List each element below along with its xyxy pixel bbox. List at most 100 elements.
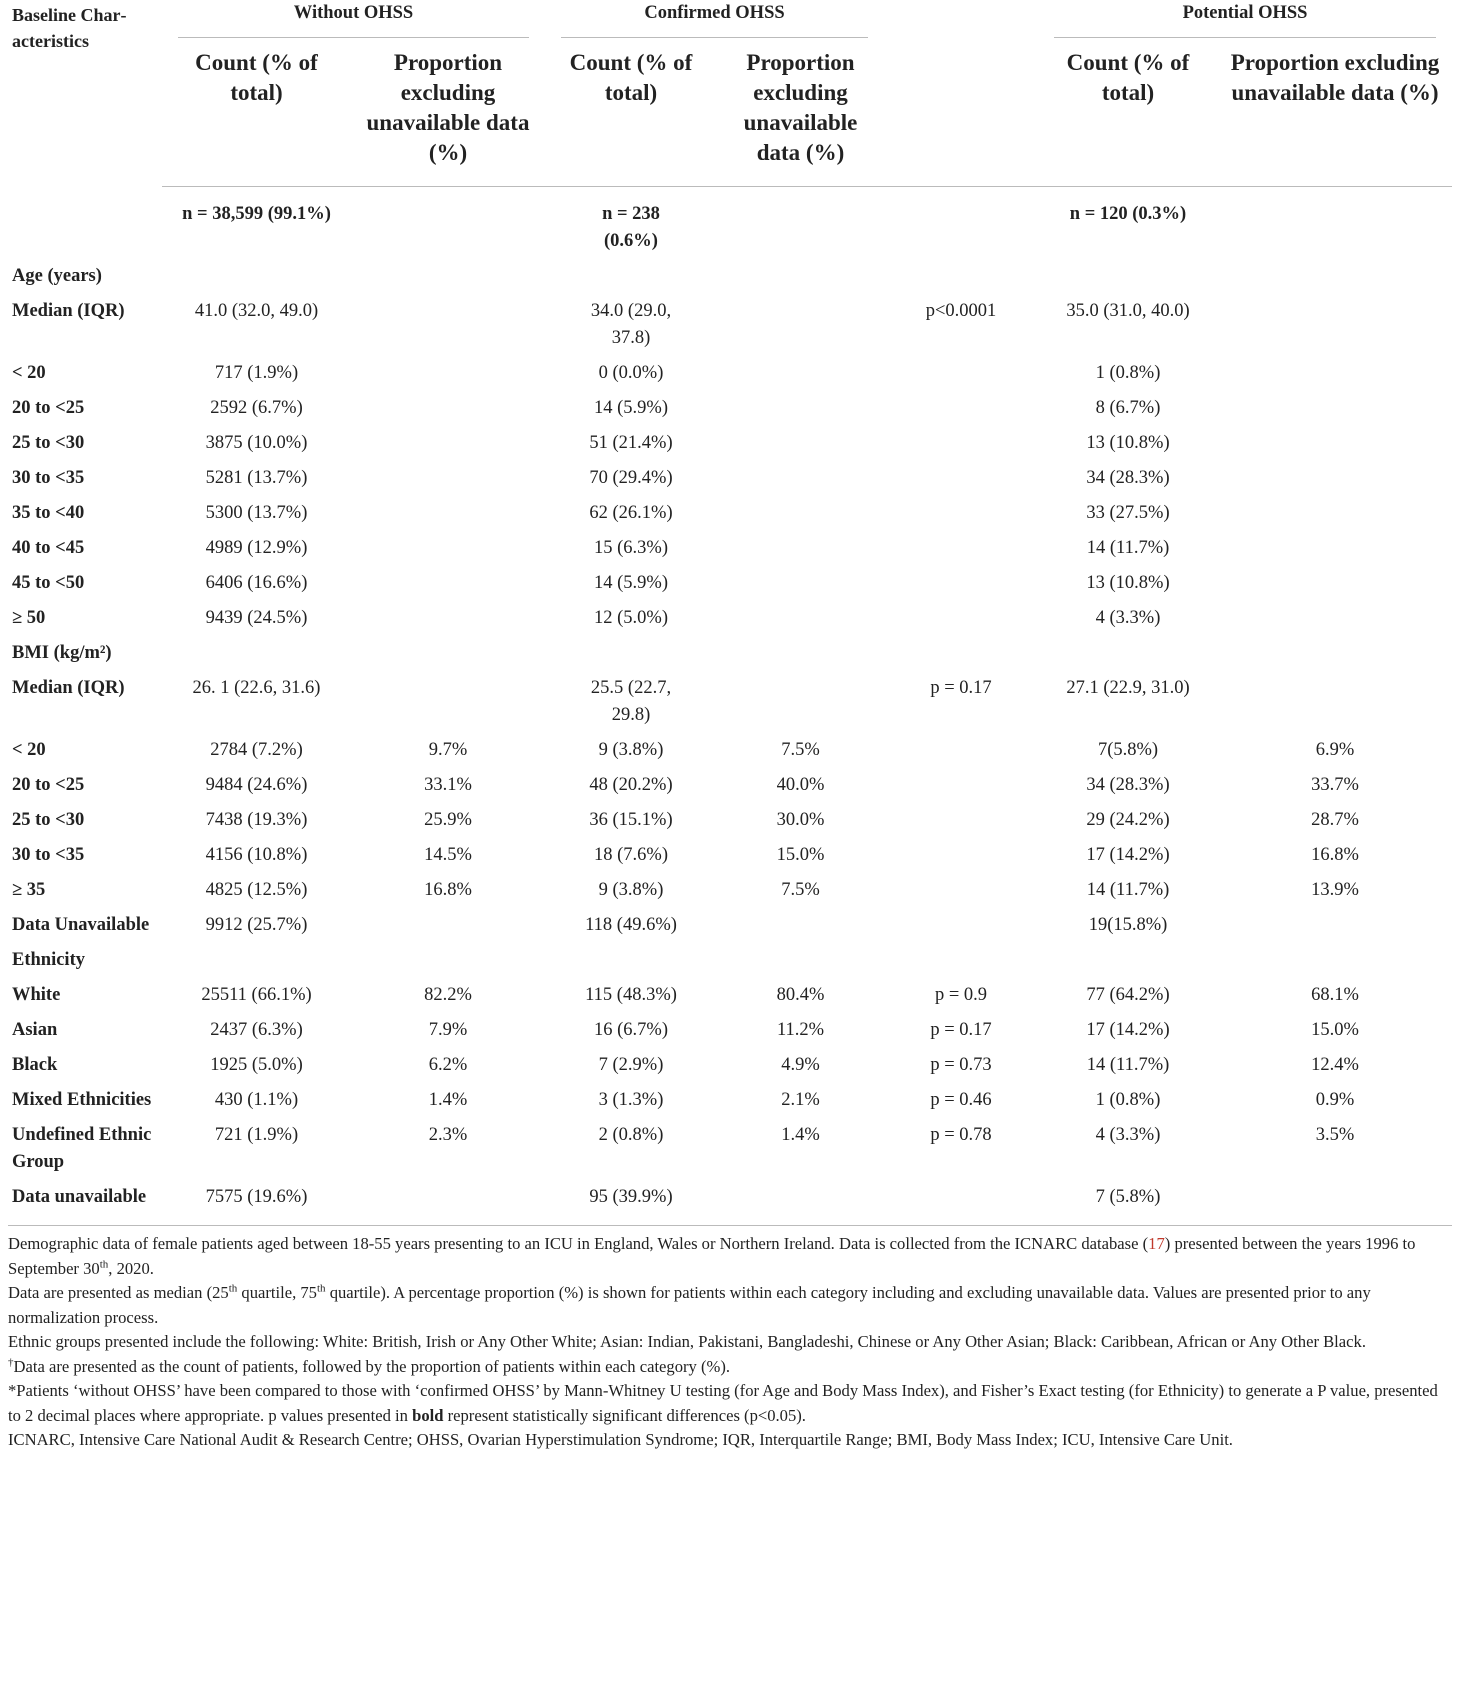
table-cell	[1218, 908, 1452, 943]
note-text: Demographic data of female patients aged…	[8, 1234, 1149, 1253]
cell-text: 20 to <25	[12, 775, 85, 795]
cell-text: p = 0.78	[930, 1125, 992, 1145]
table-cell	[1218, 566, 1452, 601]
table-row: Data Unavailable 9912 (25.7%) 118 (49.6%) 1…	[8, 908, 1452, 943]
table-cell	[545, 943, 717, 978]
table-cell: 1.4%	[717, 1118, 884, 1180]
cell-text: 9 (3.8%)	[598, 880, 664, 900]
table-cell	[1218, 356, 1452, 391]
table-cell	[1218, 531, 1452, 566]
table-cell: 51 (21.4%)	[545, 426, 717, 461]
table-cell	[717, 391, 884, 426]
cell-text: 25 to <30	[12, 433, 85, 453]
cell-text: 40 to <45	[12, 538, 85, 558]
table-cell: 26. 1 (22.6, 31.6)	[162, 671, 351, 733]
cell-text: 5281 (13.7%)	[205, 468, 308, 488]
cell-text: 4 (3.3%)	[1095, 608, 1161, 628]
table-cell: 82.2%	[351, 978, 545, 1013]
table-cell	[717, 426, 884, 461]
table-cell	[717, 636, 884, 671]
table-cell: 33.1%	[351, 768, 545, 803]
table-cell	[1218, 496, 1452, 531]
note-text: quartile, 75	[237, 1283, 317, 1302]
table-cell: 14 (11.7%)	[1038, 1048, 1218, 1083]
footnotes: Demographic data of female patients aged…	[8, 1226, 1452, 1453]
table-cell	[351, 426, 545, 461]
cell-text: 70 (29.4%)	[589, 468, 673, 488]
table-cell: p = 0.46	[884, 1083, 1038, 1118]
cell-text: 27.1 (22.9, 31.0)	[1066, 678, 1190, 698]
cell-text: 35 to <40	[12, 503, 85, 523]
cell-text: 28.7%	[1311, 810, 1359, 830]
cell-text: 17 (14.2%)	[1086, 1020, 1170, 1040]
cell-text: Undefined Ethnic Group	[12, 1125, 152, 1172]
column-header: Count (% of total)	[545, 38, 717, 187]
table-cell: 28.7%	[1218, 803, 1452, 838]
table-cell: 5300 (13.7%)	[162, 496, 351, 531]
cell-text: p = 0.17	[930, 1020, 992, 1040]
cell-text: 2 (0.8%)	[598, 1125, 664, 1145]
table-cell: 1.4%	[351, 1083, 545, 1118]
cell-text: 9 (3.8%)	[598, 740, 664, 760]
cell-text: n = 38,599 (99.1%)	[182, 204, 331, 224]
cell-text: 35.0 (31.0, 40.0)	[1066, 301, 1190, 321]
table-cell: 18 (7.6%)	[545, 838, 717, 873]
cell-text: n = 238 (0.6%)	[602, 204, 660, 251]
cell-text: 16 (6.7%)	[594, 1020, 668, 1040]
group-title: Confirmed OHSS	[561, 0, 868, 38]
cell-text: p<0.0001	[925, 301, 997, 321]
table-cell: 25.5 (22.7, 29.8)	[545, 671, 717, 733]
table-cell: 5281 (13.7%)	[162, 461, 351, 496]
table-cell	[351, 908, 545, 943]
table-cell: 118 (49.6%)	[545, 908, 717, 943]
superscript: †	[8, 1355, 14, 1368]
cell-text: 3 (1.3%)	[598, 1090, 664, 1110]
table-cell	[884, 496, 1038, 531]
column-header	[884, 38, 1038, 187]
cell-text: 20 to <25	[12, 398, 85, 418]
cell-text: 15 (6.3%)	[594, 538, 668, 558]
cell-text: 15.0%	[1311, 1020, 1359, 1040]
table-row: Undefined Ethnic Group 721 (1.9%) 2.3% 2 (0…	[8, 1118, 1452, 1180]
table-row: Data unavailable 7575 (19.6%) 95 (39.9%) 7 …	[8, 1180, 1453, 1226]
table-row: BMI (kg/m²)	[8, 636, 1452, 671]
table-cell	[884, 461, 1038, 496]
table-row: Age (years)	[8, 259, 1452, 294]
row-label: Black	[8, 1048, 162, 1083]
row-label: 45 to <50	[8, 566, 162, 601]
table-cell: 0.9%	[1218, 1083, 1452, 1118]
table-row: 30 to <35 5281 (13.7%) 70 (29.4%) 34 (28.3%…	[8, 461, 1452, 496]
column-header: Proportion excluding unavailable data (%…	[351, 38, 545, 187]
reference[interactable]: 17	[1148, 1234, 1165, 1253]
table-row: < 20 717 (1.9%) 0 (0.0%) 1 (0.8%)	[8, 356, 1452, 391]
table-cell: 30.0%	[717, 803, 884, 838]
data-table: Baseline Char­acteristics Without OHSS C…	[8, 0, 1453, 1226]
cell-text: 14 (11.7%)	[1086, 1055, 1170, 1075]
table-cell	[884, 873, 1038, 908]
table-cell	[1218, 636, 1452, 671]
cell-text: 2784 (7.2%)	[210, 740, 303, 760]
table-cell	[1038, 636, 1218, 671]
table-cell: 7575 (19.6%)	[162, 1180, 351, 1226]
table-cell: 13 (10.8%)	[1038, 426, 1218, 461]
table-cell: 1925 (5.0%)	[162, 1048, 351, 1083]
table-cell	[884, 356, 1038, 391]
table-cell	[351, 496, 545, 531]
cell-text: 9484 (24.6%)	[205, 775, 308, 795]
table-cell: p = 0.9	[884, 978, 1038, 1013]
cell-text: 2437 (6.3%)	[210, 1020, 303, 1040]
note-text: Data are presented as median (25	[8, 1283, 229, 1302]
cell-text: 82.2%	[424, 985, 472, 1005]
table-cell	[1218, 601, 1452, 636]
cell-text: p = 0.17	[930, 678, 992, 698]
table-row: 25 to <30 3875 (10.0%) 51 (21.4%) 13 (10.8%…	[8, 426, 1452, 461]
cell-text: 7.5%	[781, 880, 820, 900]
table-cell	[162, 943, 351, 978]
table-cell	[351, 294, 545, 356]
table-row: 45 to <50 6406 (16.6%) 14 (5.9%) 13 (10.8%)	[8, 566, 1452, 601]
table-cell: 6406 (16.6%)	[162, 566, 351, 601]
row-label: Median (IQR)	[8, 294, 162, 356]
note-text: , 2020.	[108, 1258, 154, 1278]
table-cell	[351, 566, 545, 601]
footnote: *Patients ‘without OHSS’ have been compa…	[8, 1379, 1452, 1428]
